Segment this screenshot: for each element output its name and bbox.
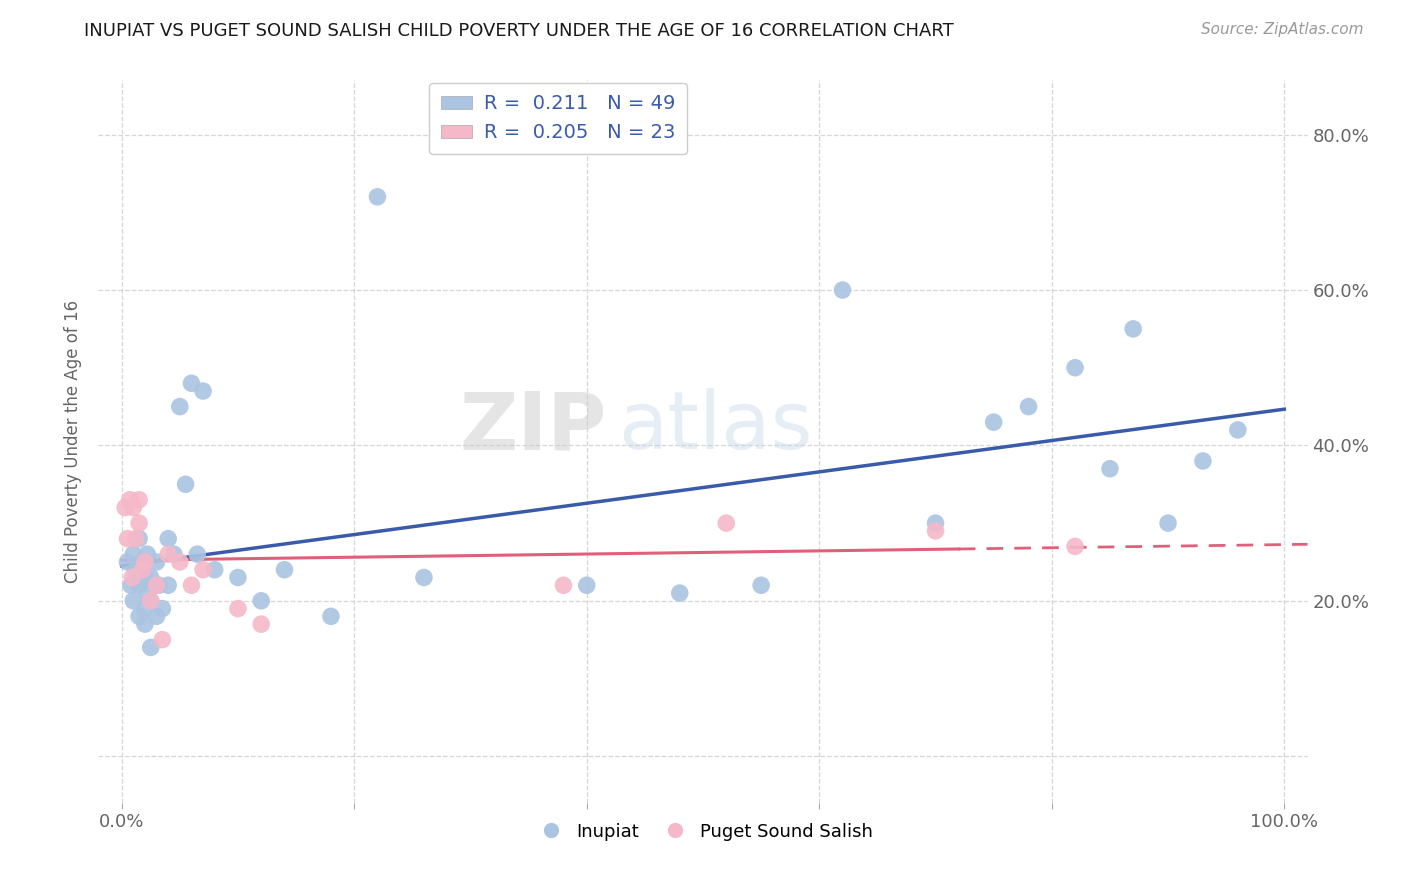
Point [150,601,173,615]
Point [668,586,690,600]
Point [553,578,575,592]
Point [124,563,146,577]
Point [120,578,142,592]
Point [114,500,136,515]
Point [131,563,153,577]
Point [122,500,145,515]
Point [131,555,153,569]
Point [169,400,191,414]
Point [145,609,167,624]
Point [186,547,208,561]
Point [145,555,167,569]
Point [145,578,167,592]
Point [273,563,295,577]
Point [250,594,273,608]
Text: ZIP: ZIP [458,388,606,467]
Point [366,190,388,204]
Point [117,532,139,546]
Point [122,547,145,561]
Point [139,640,162,655]
Text: Source: ZipAtlas.com: Source: ZipAtlas.com [1201,22,1364,37]
Point [924,516,946,530]
Y-axis label: Child Poverty Under the Age of 16: Child Poverty Under the Age of 16 [65,300,83,583]
Point [139,594,162,608]
Point [150,632,173,647]
Point [1064,540,1087,554]
Point [831,283,853,297]
Point [128,609,150,624]
Point [157,547,180,561]
Point [1157,516,1180,530]
Point [128,516,150,530]
Legend: Inupiat, Puget Sound Salish: Inupiat, Puget Sound Salish [526,815,880,848]
Point [128,492,150,507]
Point [117,555,139,569]
Point [716,516,738,530]
Point [1192,454,1215,468]
Point [983,415,1005,429]
Text: INUPIAT VS PUGET SOUND SALISH CHILD POVERTY UNDER THE AGE OF 16 CORRELATION CHAR: INUPIAT VS PUGET SOUND SALISH CHILD POVE… [84,22,955,40]
Point [226,601,249,615]
Point [226,570,249,584]
Point [1122,322,1144,336]
Point [134,570,156,584]
Point [169,555,191,569]
Point [749,578,772,592]
Point [139,594,162,608]
Point [128,578,150,592]
Point [319,609,342,624]
Point [180,376,202,391]
Point [174,477,197,491]
Point [1226,423,1249,437]
Point [250,617,273,632]
Point [1064,360,1087,375]
Point [122,594,145,608]
Point [204,563,226,577]
Point [157,532,180,546]
Point [121,570,143,584]
Point [136,547,159,561]
Point [191,384,214,398]
Point [191,563,214,577]
Point [134,617,156,632]
Point [148,578,170,592]
Point [139,570,162,584]
Point [157,578,180,592]
Point [118,492,141,507]
Point [134,555,156,569]
Point [134,601,156,615]
Point [180,578,202,592]
Point [128,532,150,546]
Point [124,532,146,546]
Text: atlas: atlas [619,388,813,467]
Point [1018,400,1040,414]
Point [136,586,159,600]
Point [163,547,186,561]
Point [575,578,598,592]
Point [413,570,436,584]
Point [1098,461,1121,475]
Point [924,524,946,538]
